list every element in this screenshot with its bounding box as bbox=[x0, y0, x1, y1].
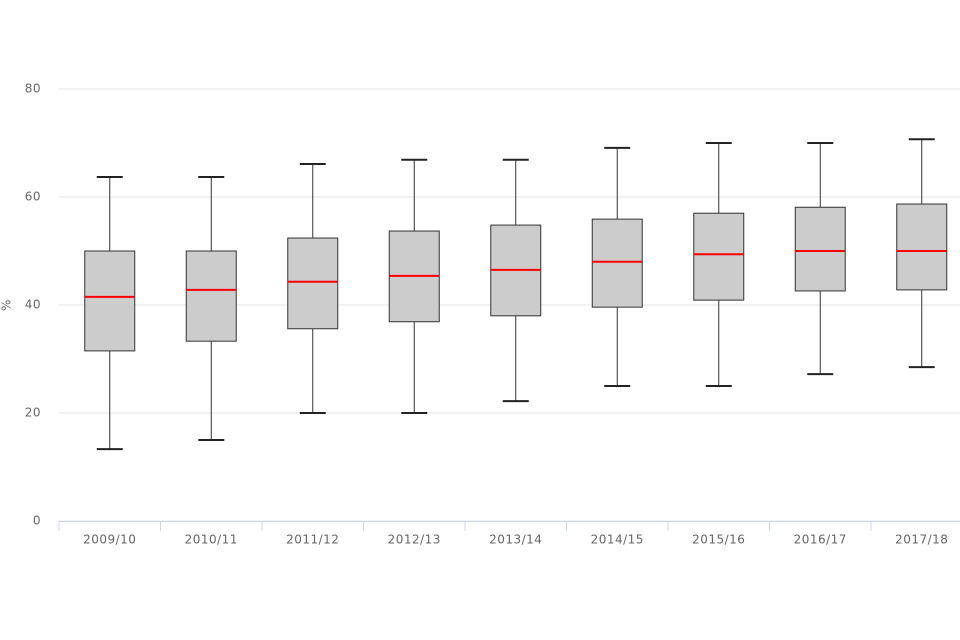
box bbox=[693, 212, 745, 301]
x-tick-label: 2013/14 bbox=[489, 533, 542, 547]
x-tick-label: 2012/13 bbox=[388, 533, 441, 547]
x-tick-label: 2015/16 bbox=[692, 533, 745, 547]
y-tick-label: 20 bbox=[25, 406, 41, 420]
box bbox=[896, 203, 948, 291]
x-tick-label: 2016/17 bbox=[794, 533, 847, 547]
y-tick-label: 0 bbox=[33, 514, 41, 528]
y-axis-label: % bbox=[0, 299, 14, 311]
x-tick-label: 2010/11 bbox=[185, 533, 238, 547]
x-tick-label: 2009/10 bbox=[83, 533, 136, 547]
box bbox=[185, 250, 237, 342]
box bbox=[591, 218, 643, 308]
y-tick-label: 40 bbox=[25, 298, 41, 312]
y-tick-label: 60 bbox=[25, 190, 41, 204]
y-tick-label: 80 bbox=[25, 82, 41, 96]
x-tick-label: 2017/18 bbox=[895, 533, 948, 547]
box bbox=[794, 206, 846, 292]
x-tick-label: 2014/15 bbox=[591, 533, 644, 547]
x-tick-label: 2011/12 bbox=[286, 533, 339, 547]
box bbox=[84, 250, 136, 352]
box bbox=[287, 237, 339, 330]
